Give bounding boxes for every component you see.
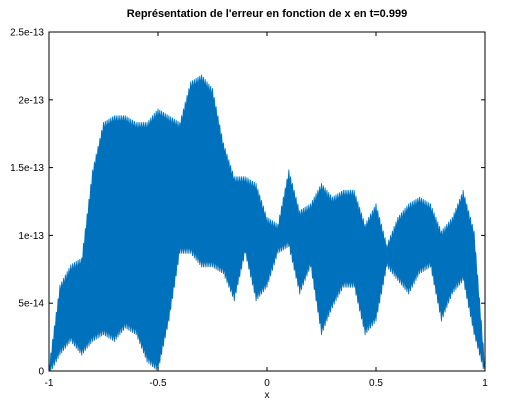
x-tick-label: 0 (264, 378, 270, 389)
x-tick-label: 0.5 (369, 378, 383, 389)
y-axis-ticks: 0 5e-14 1e-13 1.5e-13 2e-13 2.5e-13 (10, 28, 485, 378)
y-tick-label: 2e-13 (18, 95, 44, 106)
y-tick-label: 0 (38, 367, 44, 378)
x-tick-label: -0.5 (149, 378, 167, 389)
x-tick-label: 1 (482, 378, 488, 389)
x-axis-ticks: -1 -0.5 0 0.5 1 (45, 32, 488, 389)
x-axis-label: x (265, 390, 270, 401)
chart-title: Représentation de l'erreur en fonction d… (127, 8, 407, 20)
x-tick-label: -1 (45, 378, 54, 389)
y-tick-label: 5e-14 (18, 299, 44, 310)
y-tick-label: 2.5e-13 (10, 28, 44, 39)
y-tick-label: 1.5e-13 (10, 163, 44, 174)
y-tick-label: 1e-13 (18, 231, 44, 242)
